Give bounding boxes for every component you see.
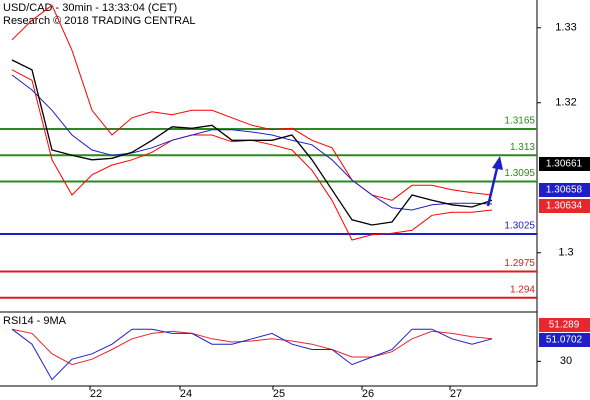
level-label: 1.3095 [504, 168, 535, 179]
x-tick-label: 24 [180, 388, 192, 400]
rsi-title: RSI14 - 9MA [3, 315, 67, 327]
series-line [11, 328, 493, 381]
level-label: 1.2975 [504, 258, 535, 269]
series-line [11, 328, 493, 366]
price-tag-label: 1.30634 [546, 201, 583, 212]
price-tag [539, 157, 590, 171]
forecast-arrowhead [492, 156, 503, 170]
price-tag [539, 199, 590, 213]
y-tick-label: 1.32 [555, 97, 576, 109]
level-label: 1.3025 [504, 221, 535, 232]
chart-title: USD/CAD - 30min - 13:33:04 (CET) [3, 2, 177, 14]
price-tag-label: 51.0702 [546, 335, 583, 346]
level-label: 1.313 [510, 142, 535, 153]
chart-subtitle: Research © 2018 TRADING CENTRAL [3, 15, 196, 27]
price-tag-label: 1.30661 [546, 159, 583, 170]
x-tick-label: 27 [450, 388, 462, 400]
price-tag-label: 1.30658 [546, 185, 583, 196]
forecast-arrow [486, 163, 500, 207]
price-tag-label: 51.289 [549, 320, 580, 331]
price-tag [539, 183, 590, 197]
x-tick-label: 22 [90, 388, 102, 400]
level-label: 1.3165 [504, 116, 535, 127]
series-line [11, 74, 493, 211]
price-tag [539, 318, 590, 332]
x-tick-label: 25 [273, 388, 285, 400]
price-tag [539, 333, 590, 347]
y-tick-label: 1.3 [558, 247, 573, 259]
y-tick-label: 30 [560, 355, 572, 367]
series-line [11, 4, 493, 201]
x-tick-label: 26 [362, 388, 374, 400]
series-line [11, 59, 493, 226]
y-tick-label: 1.33 [555, 22, 576, 34]
level-label: 1.294 [510, 284, 535, 295]
